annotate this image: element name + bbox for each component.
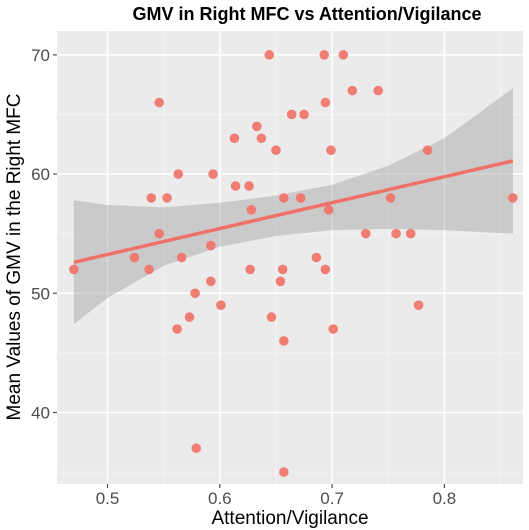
y-tick-label: 60 xyxy=(31,165,50,184)
data-point xyxy=(173,169,184,179)
data-point xyxy=(244,181,254,191)
data-point xyxy=(208,169,218,179)
data-point xyxy=(129,252,140,263)
y-axis-label: Mean Values of GMV in the Right MFC xyxy=(4,94,25,421)
data-point xyxy=(413,300,424,310)
y-tick-label: 50 xyxy=(31,284,50,303)
x-axis-ticks: 0.5 0.6 0.7 0.8 xyxy=(96,484,457,508)
y-tick-label: 40 xyxy=(31,403,50,422)
data-point xyxy=(277,264,288,275)
data-point xyxy=(206,276,216,287)
data-point xyxy=(338,50,349,60)
y-tick-label: 70 xyxy=(31,46,50,65)
data-point xyxy=(172,324,182,334)
data-point xyxy=(508,193,518,203)
data-point xyxy=(176,252,187,263)
data-point xyxy=(279,467,289,477)
data-point xyxy=(279,193,289,203)
data-point xyxy=(266,312,277,322)
data-point xyxy=(246,205,257,215)
data-point xyxy=(69,264,79,275)
major-gridlines xyxy=(57,31,523,484)
minor-gridlines xyxy=(57,31,523,484)
data-point xyxy=(146,193,157,203)
data-point xyxy=(154,97,164,108)
x-tick-label: 0.6 xyxy=(208,489,232,508)
data-point xyxy=(184,312,195,322)
data-point xyxy=(256,133,267,144)
data-point xyxy=(154,228,164,239)
data-point xyxy=(373,85,383,96)
data-point xyxy=(320,264,331,275)
data-point xyxy=(422,145,433,156)
data-point xyxy=(206,240,216,251)
data-point xyxy=(191,443,202,454)
x-tick-label: 0.7 xyxy=(320,489,344,508)
data-points xyxy=(69,50,518,477)
data-point xyxy=(323,205,334,215)
data-point xyxy=(328,324,339,334)
data-point xyxy=(319,50,330,60)
data-point xyxy=(405,228,416,239)
data-point xyxy=(229,133,240,144)
data-point xyxy=(190,288,200,299)
data-point xyxy=(216,300,226,310)
data-point xyxy=(286,109,297,120)
data-point xyxy=(245,264,255,275)
data-point xyxy=(162,193,172,203)
x-axis-label: Attention/Vigilance xyxy=(211,508,368,529)
data-point xyxy=(271,145,281,156)
x-tick-label: 0.5 xyxy=(96,489,120,508)
data-point xyxy=(391,228,401,239)
data-point xyxy=(275,276,286,287)
data-point xyxy=(279,336,289,346)
chart-title: GMV in Right MFC vs Attention/Vigilance xyxy=(132,4,481,24)
data-point xyxy=(264,50,275,60)
data-point xyxy=(311,252,322,263)
data-point xyxy=(385,193,396,203)
data-point xyxy=(360,228,371,239)
data-point xyxy=(326,145,336,156)
data-point xyxy=(299,109,309,120)
data-point xyxy=(295,193,306,203)
data-point xyxy=(144,264,154,275)
data-point xyxy=(347,85,358,96)
y-axis-ticks: 40 50 60 70 xyxy=(31,46,57,422)
data-point xyxy=(230,181,241,191)
regression-line xyxy=(73,159,514,264)
x-tick-label: 0.8 xyxy=(433,489,457,508)
data-point xyxy=(320,97,331,108)
confidence-band xyxy=(73,88,513,325)
data-point xyxy=(252,121,262,132)
